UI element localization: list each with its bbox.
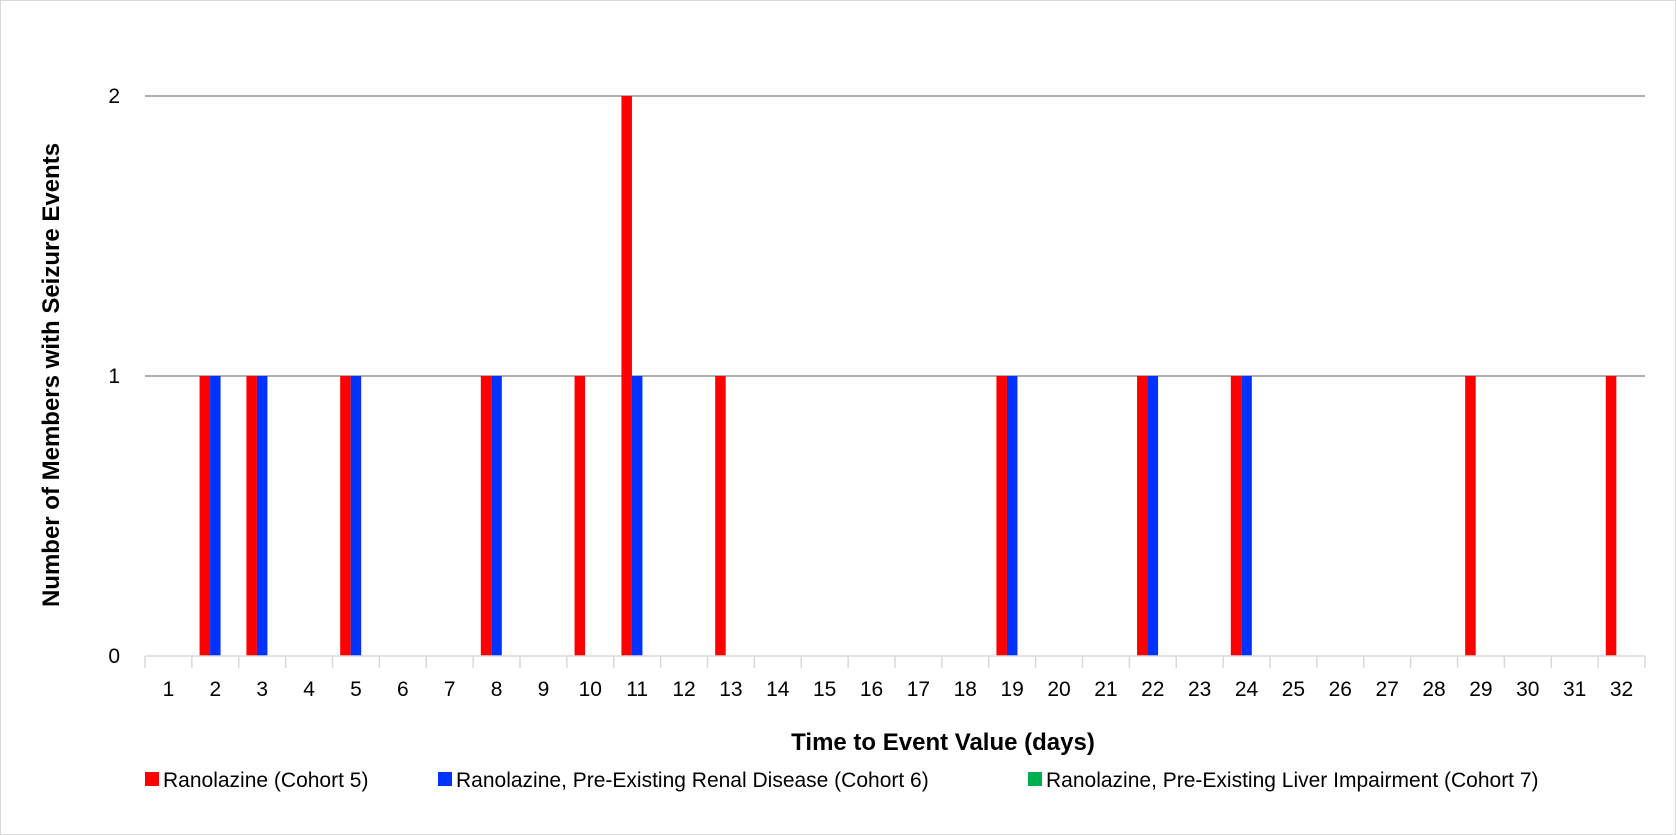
x-tick-label: 4 <box>303 678 315 701</box>
x-tick-label: 31 <box>1563 678 1586 701</box>
x-axis-title: Time to Event Value (days) <box>791 729 1095 756</box>
bar <box>621 96 632 656</box>
bar <box>199 376 211 656</box>
y-tick-label: 0 <box>108 645 120 668</box>
x-tick-label: 24 <box>1235 678 1259 701</box>
legend-label: Ranolazine, Pre-Existing Liver Impairmen… <box>1046 769 1539 792</box>
bar <box>715 376 726 656</box>
x-tick-label: 26 <box>1329 678 1352 701</box>
x-tick-label: 25 <box>1282 678 1305 701</box>
x-tick-label: 19 <box>1001 678 1024 701</box>
x-tick-label: 5 <box>350 678 362 701</box>
x-tick-label: 9 <box>538 678 550 701</box>
x-tick-labels: 1 2 3 4 5 6 7 8 9 10 11 12 13 14 15 16 17 18 19 20 21 22 23 24 2… <box>163 678 1634 701</box>
bar <box>256 376 268 656</box>
bar <box>1137 376 1148 656</box>
x-tick-label: 18 <box>954 678 977 701</box>
bar <box>574 376 586 656</box>
bar <box>631 376 643 656</box>
x-tick-label: 21 <box>1094 678 1117 701</box>
x-tick-label: 30 <box>1516 678 1539 701</box>
x-tick-label: 6 <box>397 678 409 701</box>
bar <box>491 376 502 656</box>
x-tick-label: 32 <box>1610 678 1633 701</box>
x-tick-label: 8 <box>491 678 503 701</box>
bar <box>340 376 351 656</box>
y-tick-labels: 0 1 2 <box>108 85 120 668</box>
bar <box>1006 376 1018 656</box>
legend-swatch <box>438 772 452 786</box>
x-tick-label: 11 <box>626 678 648 701</box>
x-tick-label: 29 <box>1469 678 1492 701</box>
bar <box>246 376 257 656</box>
legend-label: Ranolazine (Cohort 5) <box>163 769 368 792</box>
bar <box>1241 376 1252 656</box>
bar <box>996 376 1007 656</box>
x-tick-label: 16 <box>860 678 883 701</box>
bar <box>480 376 492 656</box>
bar <box>210 376 221 656</box>
bar <box>1605 376 1617 656</box>
x-tick-label: 17 <box>907 678 930 701</box>
legend: Ranolazine (Cohort 5) Ranolazine, Pre-Exi… <box>145 769 1539 792</box>
x-tick-label: 7 <box>444 678 456 701</box>
x-tick-label: 22 <box>1141 678 1164 701</box>
bar <box>350 376 362 656</box>
x-tick-label: 20 <box>1047 678 1070 701</box>
bar <box>1147 376 1159 656</box>
legend-swatch <box>1028 772 1042 786</box>
x-tick-label: 10 <box>579 678 602 701</box>
bar <box>1465 376 1476 656</box>
x-tick-label: 27 <box>1376 678 1399 701</box>
y-tick-label: 2 <box>108 85 120 108</box>
legend-label: Ranolazine, Pre-Existing Renal Disease (… <box>456 769 929 792</box>
x-tick-label: 1 <box>163 678 175 701</box>
bar <box>1230 376 1242 656</box>
bars <box>199 96 1617 656</box>
gridlines <box>145 95 1645 377</box>
y-tick-label: 1 <box>108 365 120 388</box>
x-tick-label: 28 <box>1422 678 1445 701</box>
x-tick-label: 13 <box>719 678 742 701</box>
x-tick-label: 12 <box>672 678 695 701</box>
x-tick-label: 15 <box>813 678 836 701</box>
x-tick-label: 3 <box>256 678 268 701</box>
axes <box>144 655 1646 668</box>
y-axis-title: Number of Members with Seizure Events <box>38 143 65 607</box>
legend-swatch <box>145 772 159 786</box>
x-tick-label: 23 <box>1188 678 1211 701</box>
x-tick-label: 14 <box>766 678 790 701</box>
x-tick-label: 2 <box>209 678 221 701</box>
